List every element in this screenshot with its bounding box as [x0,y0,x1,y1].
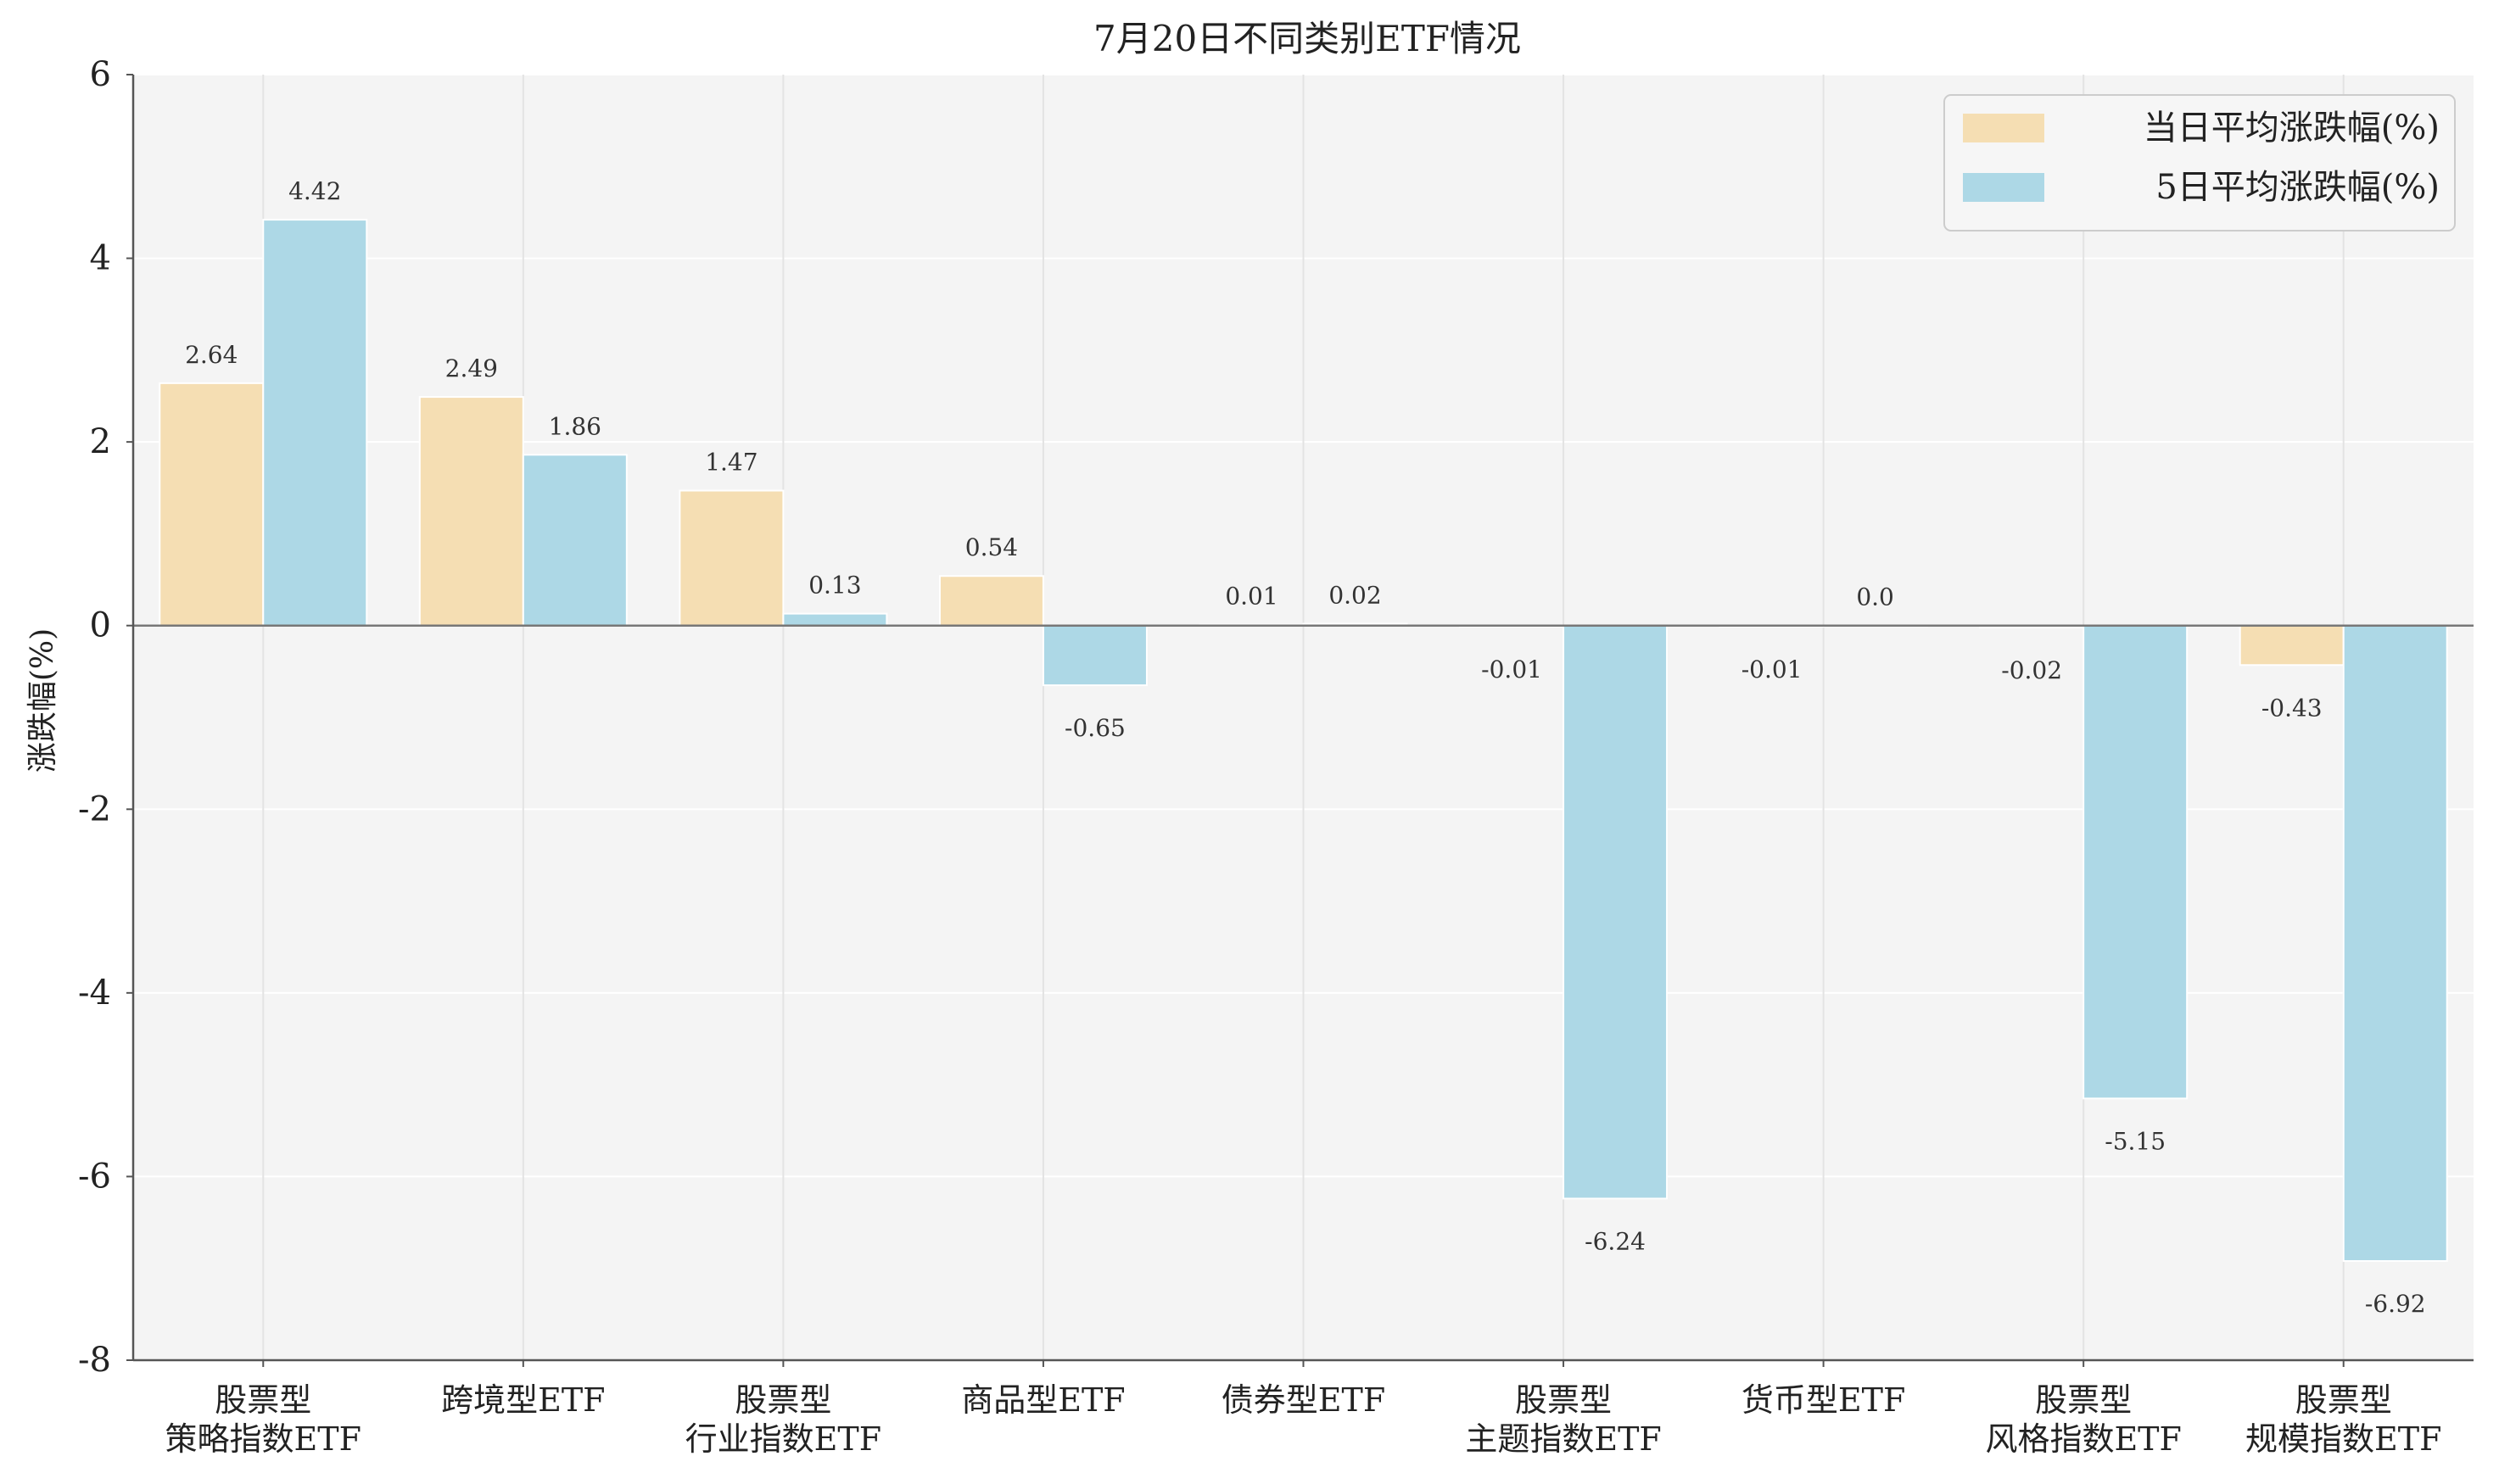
bar-series-1 [938,575,1044,627]
x-tick-label: 规模指数ETF [2245,1420,2441,1458]
data-label-series-2: 0.13 [808,572,861,600]
data-label-series-2: -6.92 [2365,1290,2426,1318]
data-label-series-1: 0.01 [1225,583,1277,611]
x-tick-label: 股票型 [2035,1381,2132,1419]
data-label-series-1: 2.64 [185,341,238,369]
x-tick-label: 股票型 [2295,1381,2392,1419]
legend-label: 5日平均涨跌幅(%) [2155,168,2440,207]
data-label-series-2: 0.02 [1328,582,1381,610]
data-label-series-2: -0.65 [1065,714,1126,742]
bar-series-2 [522,454,628,627]
legend-label: 当日平均涨跌幅(%) [2144,109,2440,148]
data-label-series-1: -0.01 [1481,656,1542,683]
y-tick-label: -8 [78,1341,111,1380]
x-tick-label: 商品型ETF [961,1381,1125,1419]
x-tick-label: 主题指数ETF [1465,1420,1661,1458]
data-label-series-2: 0.0 [1856,583,1894,611]
data-label-series-2: -5.15 [2105,1127,2166,1155]
y-tick-label: 4 [90,239,111,278]
y-tick-label: 0 [90,606,111,645]
data-label-series-1: 2.49 [445,354,498,382]
legend-box [1943,94,2456,232]
data-label-series-1: -0.01 [1741,656,1803,683]
y-tick-label: -2 [78,789,111,828]
y-tick-label: 2 [90,422,111,461]
x-tick-label: 跨境型ETF [441,1381,605,1419]
data-label-series-2: 1.86 [549,412,601,440]
bar-series-2 [1563,624,1669,1200]
bar-series-2 [2342,624,2448,1263]
y-tick-label: -6 [78,1157,111,1196]
x-tick-label: 策略指数ETF [165,1420,361,1458]
data-label-series-2: 4.42 [288,177,341,205]
bar-series-1 [418,396,524,627]
bar-series-2 [1042,624,1148,687]
bar-series-2 [782,612,888,627]
x-tick-label: 债券型ETF [1222,1381,1385,1419]
legend-swatch [1963,173,2044,202]
data-label-series-1: -0.02 [2001,656,2062,684]
bar-series-2 [2082,624,2189,1100]
y-tick-label: 6 [90,55,111,94]
bar-series-1 [679,489,785,627]
data-label-series-1: -0.43 [2261,694,2323,722]
data-label-series-2: -6.24 [1585,1227,1646,1255]
data-label-series-1: 0.54 [965,533,1018,561]
x-tick-label: 股票型 [215,1381,311,1419]
x-tick-label: 货币型ETF [1741,1381,1905,1419]
data-label-series-1: 1.47 [705,449,758,477]
chart-title: 7月20日不同类别ETF情况 [1093,18,1521,59]
bar-series-1 [2239,624,2345,667]
x-tick-label: 行业指数ETF [685,1420,881,1458]
x-tick-label: 股票型 [1515,1381,1612,1419]
y-tick-label: -4 [78,974,111,1013]
y-axis-label: 涨跌幅(%) [25,628,60,773]
bar-series-1 [159,382,265,627]
legend-swatch [1963,114,2044,142]
x-tick-label: 风格指数ETF [1985,1420,2181,1458]
x-tick-label: 股票型 [735,1381,831,1419]
bar-series-2 [262,219,368,627]
